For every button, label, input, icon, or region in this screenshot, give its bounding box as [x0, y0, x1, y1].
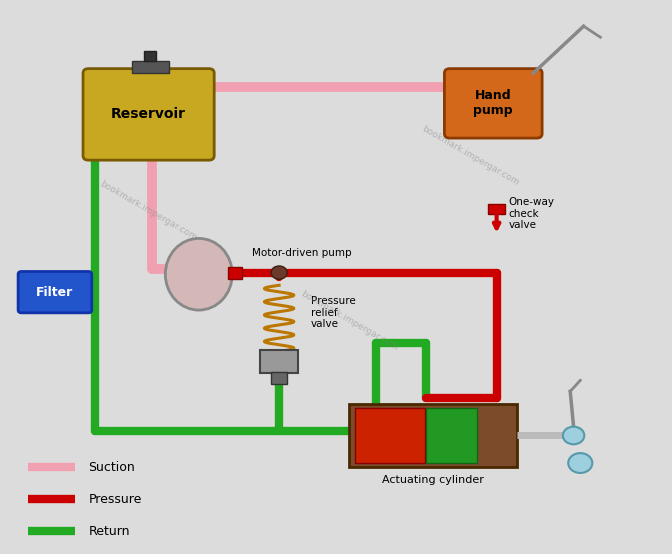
Bar	[144, 51, 156, 61]
Bar	[355, 408, 425, 463]
Text: bookmark.impergar.com: bookmark.impergar.com	[98, 179, 199, 243]
Bar	[271, 372, 287, 384]
Ellipse shape	[165, 238, 233, 310]
Text: Return: Return	[89, 525, 130, 537]
Text: Actuating cylinder: Actuating cylinder	[382, 475, 484, 485]
Circle shape	[563, 427, 584, 444]
Bar	[349, 404, 517, 467]
Circle shape	[569, 453, 592, 473]
Text: Filter: Filter	[36, 286, 73, 299]
Text: bookmark.impergar.com: bookmark.impergar.com	[299, 290, 400, 353]
Text: Pressure
relief
valve: Pressure relief valve	[310, 296, 355, 330]
Bar	[488, 204, 505, 214]
Text: Motor-driven pump: Motor-driven pump	[253, 248, 352, 258]
Bar	[260, 350, 298, 373]
Text: Pressure: Pressure	[89, 493, 142, 506]
Text: Suction: Suction	[89, 461, 135, 474]
Text: Reservoir: Reservoir	[111, 107, 186, 121]
Text: Hand
pump: Hand pump	[474, 89, 513, 117]
Circle shape	[271, 266, 287, 279]
FancyBboxPatch shape	[83, 69, 214, 160]
FancyBboxPatch shape	[444, 69, 542, 138]
FancyBboxPatch shape	[18, 271, 92, 313]
Bar	[132, 61, 169, 73]
Text: One-way
check
valve: One-way check valve	[509, 197, 554, 230]
Text: bookmark.impergar.com: bookmark.impergar.com	[419, 124, 520, 187]
Bar	[426, 408, 476, 463]
Bar	[228, 266, 243, 279]
